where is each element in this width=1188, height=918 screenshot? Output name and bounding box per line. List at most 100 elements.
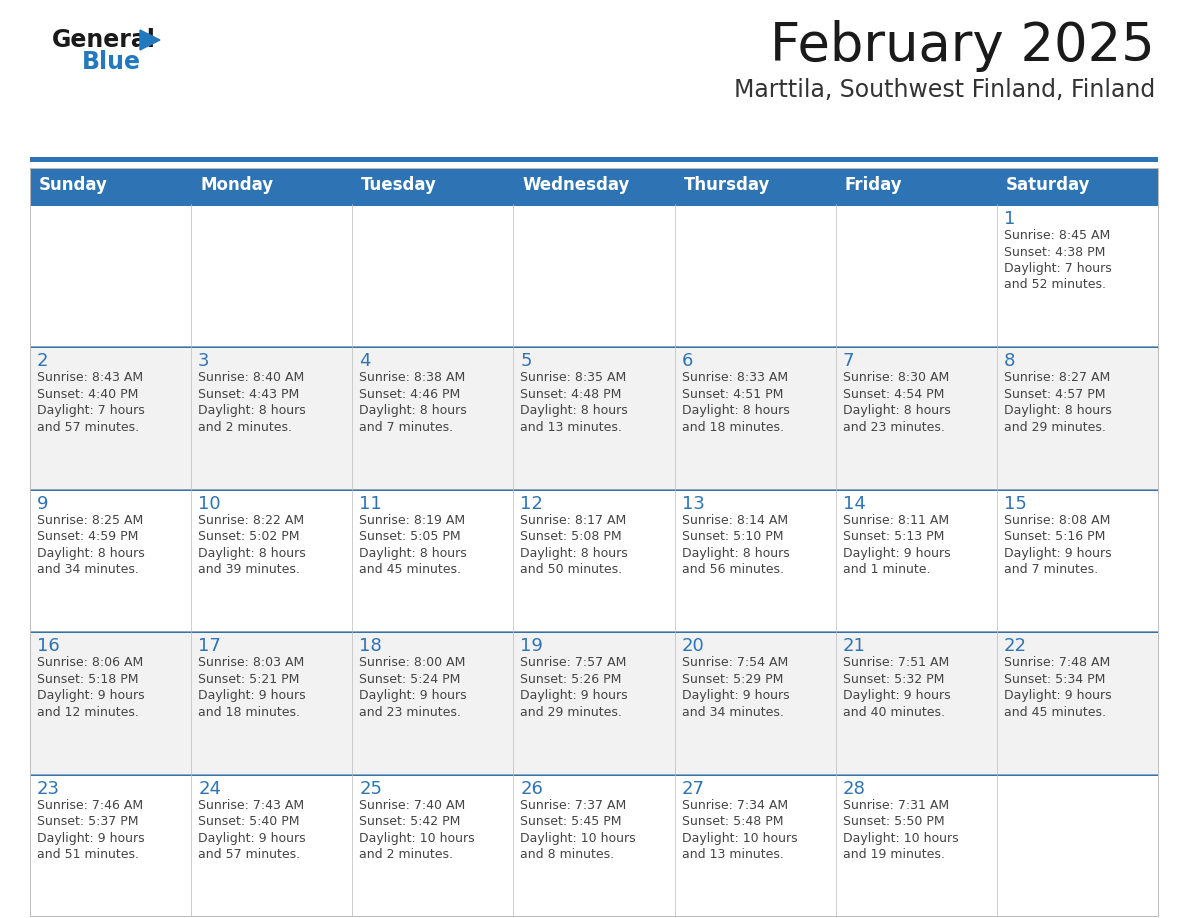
Text: Monday: Monday — [200, 176, 273, 194]
Bar — [30, 346, 1158, 488]
Bar — [30, 204, 1158, 346]
Text: 1: 1 — [1004, 210, 1016, 228]
Text: Daylight: 10 hours: Daylight: 10 hours — [682, 832, 797, 845]
Text: 5: 5 — [520, 353, 532, 370]
Text: and 29 minutes.: and 29 minutes. — [520, 706, 623, 719]
Text: and 7 minutes.: and 7 minutes. — [359, 420, 454, 434]
Text: and 39 minutes.: and 39 minutes. — [198, 564, 301, 577]
Text: and 1 minute.: and 1 minute. — [842, 564, 930, 577]
Text: 25: 25 — [359, 779, 383, 798]
Text: Daylight: 8 hours: Daylight: 8 hours — [520, 547, 628, 560]
Text: Daylight: 9 hours: Daylight: 9 hours — [682, 689, 789, 702]
Text: and 34 minutes.: and 34 minutes. — [37, 564, 139, 577]
Text: Daylight: 8 hours: Daylight: 8 hours — [359, 405, 467, 418]
Text: Daylight: 9 hours: Daylight: 9 hours — [842, 689, 950, 702]
Text: 10: 10 — [198, 495, 221, 513]
Text: Sunset: 5:21 PM: Sunset: 5:21 PM — [198, 673, 299, 686]
Text: Wednesday: Wednesday — [523, 176, 630, 194]
Text: and 2 minutes.: and 2 minutes. — [359, 848, 454, 861]
Text: Sunrise: 8:06 AM: Sunrise: 8:06 AM — [37, 656, 144, 669]
Text: Sunset: 5:45 PM: Sunset: 5:45 PM — [520, 815, 623, 828]
Bar — [30, 632, 1158, 633]
Text: 17: 17 — [198, 637, 221, 655]
Text: and 52 minutes.: and 52 minutes. — [1004, 278, 1106, 292]
Text: Sunrise: 8:03 AM: Sunrise: 8:03 AM — [198, 656, 304, 669]
Text: 22: 22 — [1004, 637, 1026, 655]
Text: 15: 15 — [1004, 495, 1026, 513]
Text: Sunset: 5:26 PM: Sunset: 5:26 PM — [520, 673, 621, 686]
Text: Sunrise: 7:31 AM: Sunrise: 7:31 AM — [842, 799, 949, 812]
Text: 11: 11 — [359, 495, 383, 513]
Text: 16: 16 — [37, 637, 59, 655]
Text: Daylight: 8 hours: Daylight: 8 hours — [682, 405, 789, 418]
Text: Blue: Blue — [82, 50, 141, 74]
Text: and 12 minutes.: and 12 minutes. — [37, 706, 139, 719]
Text: Sunrise: 8:00 AM: Sunrise: 8:00 AM — [359, 656, 466, 669]
Text: Sunrise: 8:11 AM: Sunrise: 8:11 AM — [842, 514, 949, 527]
Text: 9: 9 — [37, 495, 49, 513]
Text: Saturday: Saturday — [1006, 176, 1091, 194]
Text: 12: 12 — [520, 495, 543, 513]
Text: Sunset: 4:59 PM: Sunset: 4:59 PM — [37, 531, 138, 543]
Text: Sunrise: 8:17 AM: Sunrise: 8:17 AM — [520, 514, 627, 527]
Text: Sunrise: 7:37 AM: Sunrise: 7:37 AM — [520, 799, 627, 812]
Text: and 19 minutes.: and 19 minutes. — [842, 848, 944, 861]
Text: Marttila, Southwest Finland, Finland: Marttila, Southwest Finland, Finland — [734, 78, 1155, 102]
Text: Sunset: 4:46 PM: Sunset: 4:46 PM — [359, 388, 461, 401]
Text: Sunset: 4:57 PM: Sunset: 4:57 PM — [1004, 388, 1105, 401]
Text: Daylight: 9 hours: Daylight: 9 hours — [1004, 547, 1112, 560]
Text: Sunrise: 7:46 AM: Sunrise: 7:46 AM — [37, 799, 143, 812]
Bar — [30, 774, 1158, 776]
Text: and 23 minutes.: and 23 minutes. — [842, 420, 944, 434]
Bar — [30, 488, 1158, 491]
Text: Sunrise: 8:27 AM: Sunrise: 8:27 AM — [1004, 372, 1110, 385]
Text: Daylight: 7 hours: Daylight: 7 hours — [1004, 262, 1112, 275]
Text: Sunrise: 8:08 AM: Sunrise: 8:08 AM — [1004, 514, 1111, 527]
Text: Daylight: 9 hours: Daylight: 9 hours — [198, 689, 305, 702]
Text: and 40 minutes.: and 40 minutes. — [842, 706, 944, 719]
Text: Sunrise: 8:30 AM: Sunrise: 8:30 AM — [842, 372, 949, 385]
Text: and 8 minutes.: and 8 minutes. — [520, 848, 614, 861]
Text: Sunrise: 7:43 AM: Sunrise: 7:43 AM — [198, 799, 304, 812]
Text: Daylight: 8 hours: Daylight: 8 hours — [359, 547, 467, 560]
Text: 3: 3 — [198, 353, 209, 370]
Text: 21: 21 — [842, 637, 866, 655]
Text: Sunrise: 7:54 AM: Sunrise: 7:54 AM — [682, 656, 788, 669]
Text: and 13 minutes.: and 13 minutes. — [682, 848, 783, 861]
Text: Sunset: 5:16 PM: Sunset: 5:16 PM — [1004, 531, 1105, 543]
Text: Sunrise: 8:25 AM: Sunrise: 8:25 AM — [37, 514, 144, 527]
Text: Sunrise: 8:14 AM: Sunrise: 8:14 AM — [682, 514, 788, 527]
Text: 27: 27 — [682, 779, 704, 798]
Text: Daylight: 8 hours: Daylight: 8 hours — [1004, 405, 1112, 418]
Text: 14: 14 — [842, 495, 866, 513]
Text: Sunset: 5:40 PM: Sunset: 5:40 PM — [198, 815, 299, 828]
Text: Daylight: 10 hours: Daylight: 10 hours — [359, 832, 475, 845]
Text: Sunset: 5:18 PM: Sunset: 5:18 PM — [37, 673, 139, 686]
Text: Sunrise: 8:22 AM: Sunrise: 8:22 AM — [198, 514, 304, 527]
Text: Sunset: 5:24 PM: Sunset: 5:24 PM — [359, 673, 461, 686]
Text: Sunrise: 7:51 AM: Sunrise: 7:51 AM — [842, 656, 949, 669]
Text: Daylight: 9 hours: Daylight: 9 hours — [842, 547, 950, 560]
Text: and 7 minutes.: and 7 minutes. — [1004, 564, 1098, 577]
Text: Sunset: 5:37 PM: Sunset: 5:37 PM — [37, 815, 139, 828]
Text: Sunset: 4:51 PM: Sunset: 4:51 PM — [682, 388, 783, 401]
Polygon shape — [140, 30, 160, 50]
Text: Daylight: 9 hours: Daylight: 9 hours — [520, 689, 628, 702]
Text: and 34 minutes.: and 34 minutes. — [682, 706, 783, 719]
Text: Tuesday: Tuesday — [361, 176, 437, 194]
Text: 13: 13 — [682, 495, 704, 513]
Text: 20: 20 — [682, 637, 704, 655]
Text: 2: 2 — [37, 353, 49, 370]
Bar — [30, 204, 1158, 206]
Text: Sunrise: 7:34 AM: Sunrise: 7:34 AM — [682, 799, 788, 812]
Text: and 18 minutes.: and 18 minutes. — [682, 420, 784, 434]
Text: Daylight: 10 hours: Daylight: 10 hours — [842, 832, 959, 845]
Text: Sunrise: 8:19 AM: Sunrise: 8:19 AM — [359, 514, 466, 527]
Text: Daylight: 9 hours: Daylight: 9 hours — [37, 689, 145, 702]
Text: Sunset: 5:34 PM: Sunset: 5:34 PM — [1004, 673, 1105, 686]
Text: and 2 minutes.: and 2 minutes. — [198, 420, 292, 434]
Text: Friday: Friday — [845, 176, 903, 194]
Text: Sunrise: 7:48 AM: Sunrise: 7:48 AM — [1004, 656, 1110, 669]
Text: Sunrise: 7:40 AM: Sunrise: 7:40 AM — [359, 799, 466, 812]
Text: 4: 4 — [359, 353, 371, 370]
